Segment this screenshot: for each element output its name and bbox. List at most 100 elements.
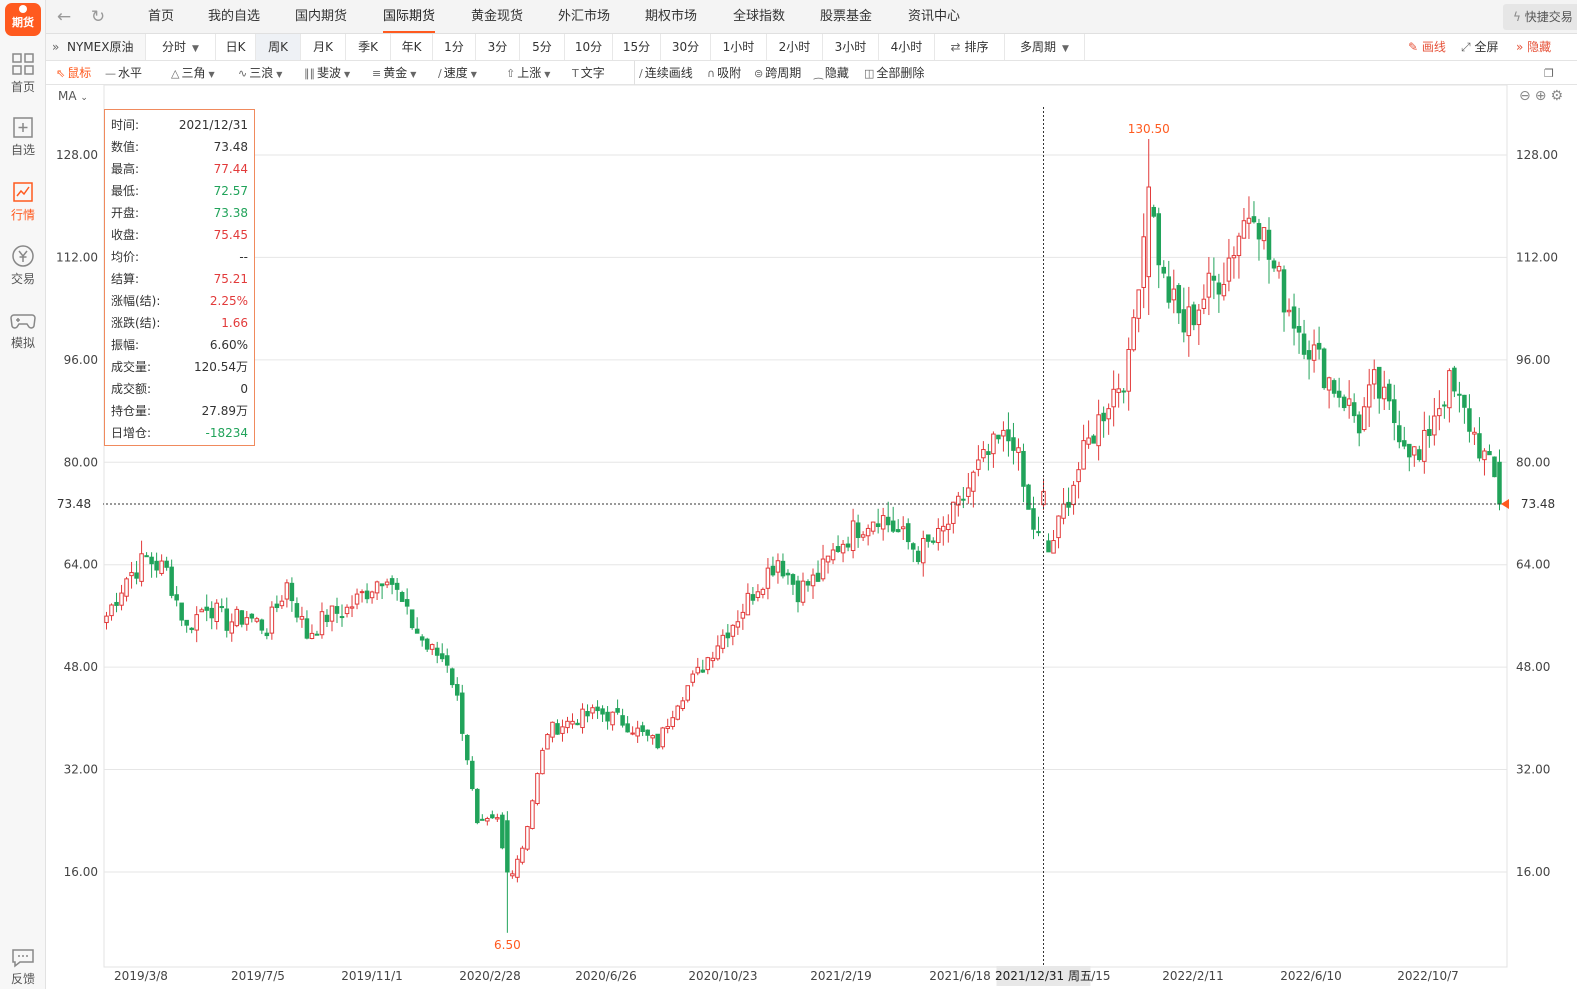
period-5min[interactable]: 5分 — [520, 34, 565, 60]
period-3min[interactable]: 3分 — [476, 34, 520, 60]
info-key: 日增仓: — [111, 426, 152, 440]
tool-label: 水平 — [118, 66, 143, 80]
back-arrow-icon[interactable]: ← — [56, 7, 72, 27]
period-daily[interactable]: 日K — [216, 34, 256, 60]
y-tick-label-left: 96.00 — [64, 353, 98, 367]
tool-label: 三角 — [181, 66, 206, 80]
candle-body-down — [144, 555, 149, 558]
candle-body-up — [1226, 257, 1232, 282]
tab-home[interactable]: 首页 — [148, 9, 175, 24]
refresh-icon[interactable]: ↻ — [90, 7, 106, 27]
candle-body-up — [1136, 289, 1141, 319]
period-1min[interactable]: 1分 — [433, 34, 476, 60]
tool-speed[interactable]: ∕ 速度 ▼ — [438, 61, 477, 85]
sidebar-item-watchlist[interactable]: 自选 — [0, 115, 46, 171]
window-restore-icon[interactable]: ❐ — [1544, 67, 1554, 80]
tool-label: 连续画线 — [644, 66, 693, 80]
tab-global-indices[interactable]: 全球指数 — [733, 9, 786, 24]
candle-body-down — [620, 715, 625, 726]
candle-body-up — [194, 614, 199, 631]
tab-stock-funds[interactable]: 股票基金 — [820, 9, 873, 24]
info-row: 持仓量: 27.89万 — [105, 400, 254, 422]
tab-forex[interactable]: 外汇市场 — [558, 9, 611, 24]
candle-body-up — [635, 727, 640, 737]
period-quarterly[interactable]: 季K — [346, 34, 391, 60]
multi-period-dropdown[interactable]: 多周期 ▼ — [1005, 34, 1085, 60]
app-logo[interactable]: 期货 — [5, 3, 41, 36]
magnet-icon: ∩ — [707, 67, 716, 80]
tool-rise[interactable]: ⇧ 上涨 ▼ — [506, 61, 550, 85]
sidebar-item-trade[interactable]: 交易 — [0, 244, 46, 300]
candle-body-down — [224, 608, 230, 631]
candle-body-up — [1472, 431, 1477, 435]
tool-hide[interactable]: ⁔ 隐藏 — [814, 61, 849, 85]
fullscreen-button[interactable]: ⤢ 全屏 — [1461, 34, 1498, 60]
draw-line-button[interactable]: ✎ 画线 — [1408, 34, 1446, 60]
period-10min[interactable]: 10分 — [565, 34, 613, 60]
tab-gold-spot[interactable]: 黄金现货 — [471, 9, 524, 24]
candle-body-up — [1131, 317, 1136, 351]
tool-label: 速度 — [443, 66, 468, 80]
period-yearly[interactable]: 年K — [391, 34, 433, 60]
period-30min[interactable]: 30分 — [661, 34, 711, 60]
tool-snap[interactable]: ∩ 吸附 — [707, 61, 741, 85]
tool-mouse[interactable]: ⇖ 鼠标 — [56, 61, 91, 85]
hide-panel-button[interactable]: » 隐藏 — [1516, 34, 1551, 60]
candle-body-down — [1321, 348, 1327, 389]
period-3hour[interactable]: 3小时 — [823, 34, 879, 60]
tool-text[interactable]: T 文字 — [572, 61, 605, 85]
candle-body-up — [590, 707, 595, 714]
tab-domestic-futures[interactable]: 国内期货 — [295, 9, 348, 24]
tool-horizontal[interactable]: — 水平 — [105, 61, 142, 85]
candle-body-up — [1111, 388, 1116, 408]
candle-body-up — [946, 523, 951, 531]
sidebar-item-simulate[interactable]: 模拟 — [0, 308, 46, 364]
quick-trade-button[interactable]: ϟ 快捷交易 — [1503, 4, 1577, 30]
x-tick-label: 2020/10/23 — [688, 969, 757, 983]
tab-international-futures[interactable]: 国际期货 — [383, 0, 436, 33]
candle-body-down — [1336, 390, 1342, 398]
candle-body-down — [505, 820, 510, 873]
candle-body-down — [334, 606, 340, 614]
symbol-selector[interactable]: » NYMEX原油 — [46, 34, 146, 60]
tool-label: 黄金 — [383, 66, 408, 80]
y-tick-label-left: 32.00 — [64, 763, 98, 777]
candle-body-up — [981, 449, 986, 459]
expand-icon: ⤢ — [1461, 40, 1471, 54]
tool-fibonacci[interactable]: ∥∥ 斐波 ▼ — [304, 61, 350, 85]
tool-continuous-line[interactable]: ∕ 连续画线 — [634, 61, 693, 85]
kline-chart[interactable]: 16.00 16.00 32.00 32.00 48.00 48.00 64.00 64.00… — [46, 85, 1577, 989]
tab-options[interactable]: 期权市场 — [645, 9, 698, 24]
y-tick-label-right: 80.00 — [1516, 455, 1550, 469]
tab-news[interactable]: 资讯中心 — [908, 9, 961, 24]
settings-gear-icon[interactable]: ⚙ — [1550, 88, 1563, 104]
zoom-in-icon[interactable]: ⊕ — [1534, 88, 1547, 104]
current-price-marker — [1501, 499, 1509, 510]
period-2hour[interactable]: 2小时 — [767, 34, 823, 60]
candle-body-up — [1371, 369, 1377, 385]
sidebar-item-quotes[interactable]: 行情 — [0, 180, 46, 236]
feedback-button[interactable]: 反馈 — [0, 948, 46, 989]
period-4hour[interactable]: 4小时 — [879, 34, 935, 60]
tool-triangle[interactable]: △ 三角 ▼ — [171, 61, 215, 85]
period-weekly[interactable]: 周K — [256, 34, 301, 60]
period-15min[interactable]: 15分 — [613, 34, 661, 60]
period-1hour[interactable]: 1小时 — [711, 34, 767, 60]
period-monthly[interactable]: 月K — [301, 34, 346, 60]
candle-body-up — [1221, 283, 1227, 297]
zoom-out-icon[interactable]: ⊖ — [1518, 88, 1531, 104]
sort-button[interactable]: ⇄ 排序 — [935, 34, 1005, 60]
tool-golden[interactable]: ≡ 黄金 ▼ — [372, 61, 416, 85]
sidebar-item-home[interactable]: 首页 — [0, 52, 46, 108]
tab-my-watchlist[interactable]: 我的自选 — [208, 9, 261, 24]
tool-delete-all[interactable]: ◫ 全部删除 — [864, 61, 924, 85]
ma-indicator-dropdown[interactable]: MA ⌄ — [58, 89, 88, 103]
chart-area[interactable]: 16.00 16.00 32.00 32.00 48.00 48.00 64.00 64.00… — [46, 85, 1577, 989]
price-label-right: 73.48 — [1521, 497, 1555, 511]
tool-three-wave[interactable]: ∿ 三浪 ▼ — [238, 61, 282, 85]
candle-body-up — [830, 549, 836, 561]
candle-body-down — [910, 543, 916, 550]
period-timeshare[interactable]: 分时 ▼ — [146, 34, 216, 60]
golden-ratio-icon: ≡ — [372, 67, 382, 80]
tool-cross-period[interactable]: ⊜ 跨周期 — [754, 61, 801, 85]
